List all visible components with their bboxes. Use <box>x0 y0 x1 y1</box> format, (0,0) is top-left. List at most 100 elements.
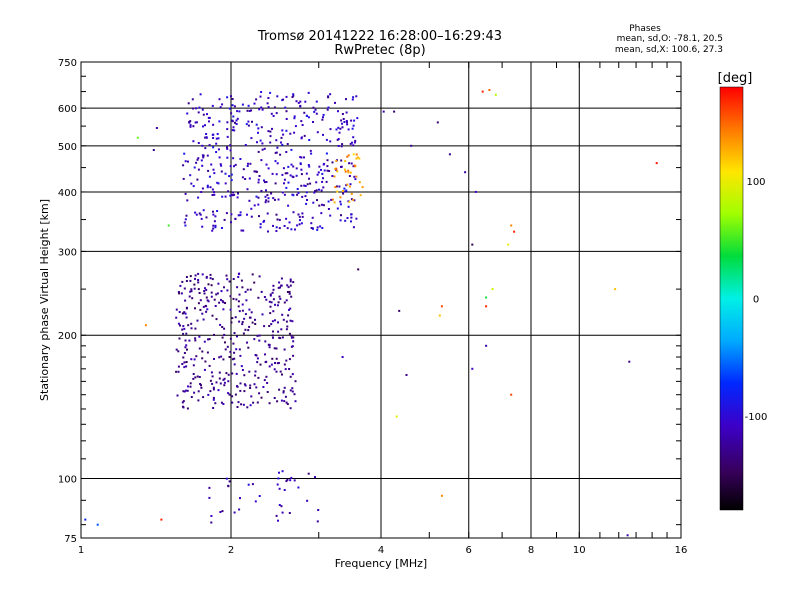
data-point <box>289 479 292 482</box>
data-point <box>210 163 213 166</box>
data-point <box>236 385 239 388</box>
data-point <box>277 321 279 324</box>
data-point <box>340 166 342 168</box>
data-point <box>224 302 226 304</box>
data-point <box>299 163 302 166</box>
data-point <box>270 192 273 195</box>
data-point <box>331 175 334 177</box>
data-point <box>291 390 294 393</box>
data-point <box>238 508 241 511</box>
data-point <box>290 334 293 337</box>
data-point <box>268 402 271 405</box>
data-point <box>200 386 203 389</box>
data-point <box>211 375 214 378</box>
data-point <box>279 297 282 300</box>
data-point <box>218 301 221 304</box>
data-point <box>264 195 267 198</box>
data-point <box>194 376 197 379</box>
data-point <box>197 281 200 284</box>
data-point <box>152 149 155 151</box>
data-point <box>180 292 183 295</box>
data-point <box>246 213 248 216</box>
data-point <box>202 154 205 157</box>
data-point <box>214 402 217 405</box>
data-point <box>345 184 348 187</box>
data-point <box>250 207 253 210</box>
data-point <box>306 499 309 502</box>
data-point <box>266 194 269 197</box>
data-point <box>196 319 199 322</box>
data-point <box>292 354 295 357</box>
data-point <box>283 400 286 403</box>
y-axis-label: Stationary phase Virtual Height [km] <box>38 199 51 401</box>
data-point <box>248 110 251 112</box>
data-point <box>183 287 186 290</box>
data-point <box>308 139 311 141</box>
data-point <box>216 181 219 184</box>
data-point <box>226 289 229 292</box>
data-point <box>321 180 324 183</box>
data-point <box>213 193 216 196</box>
data-point <box>199 213 202 216</box>
data-point <box>224 348 227 351</box>
data-point <box>276 146 279 149</box>
data-point <box>277 519 279 522</box>
data-point <box>494 93 497 96</box>
data-point <box>203 368 206 371</box>
data-point <box>275 357 278 360</box>
data-point <box>289 132 292 135</box>
data-point <box>348 175 351 177</box>
data-point <box>243 317 246 320</box>
data-point <box>309 149 312 152</box>
data-point <box>283 386 286 389</box>
data-point <box>226 147 229 150</box>
data-point <box>241 286 244 289</box>
data-point <box>234 163 237 166</box>
data-point <box>626 534 629 537</box>
data-point <box>289 389 292 392</box>
data-point <box>219 323 222 326</box>
data-point <box>261 313 264 316</box>
data-point <box>339 196 342 199</box>
colorbar-tick-label: 0 <box>753 295 759 306</box>
data-point <box>339 200 342 203</box>
data-point <box>352 165 355 168</box>
data-point <box>238 110 241 113</box>
data-point <box>246 406 249 409</box>
data-point <box>440 305 443 308</box>
data-point <box>229 337 232 340</box>
data-point <box>336 170 339 173</box>
data-point <box>185 306 188 309</box>
data-point <box>291 96 294 98</box>
data-point <box>235 348 238 351</box>
data-point <box>238 348 241 351</box>
data-point <box>359 194 362 197</box>
data-point <box>197 302 200 305</box>
data-point <box>289 319 292 322</box>
data-point <box>343 121 346 123</box>
data-point <box>188 295 191 298</box>
data-point <box>310 152 313 155</box>
data-point <box>614 288 617 291</box>
data-point <box>330 198 333 201</box>
data-point <box>283 363 286 366</box>
data-point <box>189 275 192 278</box>
data-point <box>346 155 349 158</box>
data-point <box>356 117 359 120</box>
data-point <box>201 273 204 276</box>
colorbar-tick-label: -100 <box>745 412 768 423</box>
data-point <box>280 136 283 139</box>
data-point <box>226 146 228 149</box>
data-point <box>253 338 256 341</box>
data-point <box>200 191 203 193</box>
data-point <box>224 195 227 198</box>
data-point <box>355 157 358 160</box>
data-point <box>210 521 213 524</box>
data-point <box>208 116 211 119</box>
data-point <box>220 170 223 173</box>
data-point <box>322 186 325 189</box>
data-point <box>283 193 286 196</box>
data-point <box>254 370 257 373</box>
data-point <box>340 214 342 217</box>
data-point <box>208 144 211 147</box>
